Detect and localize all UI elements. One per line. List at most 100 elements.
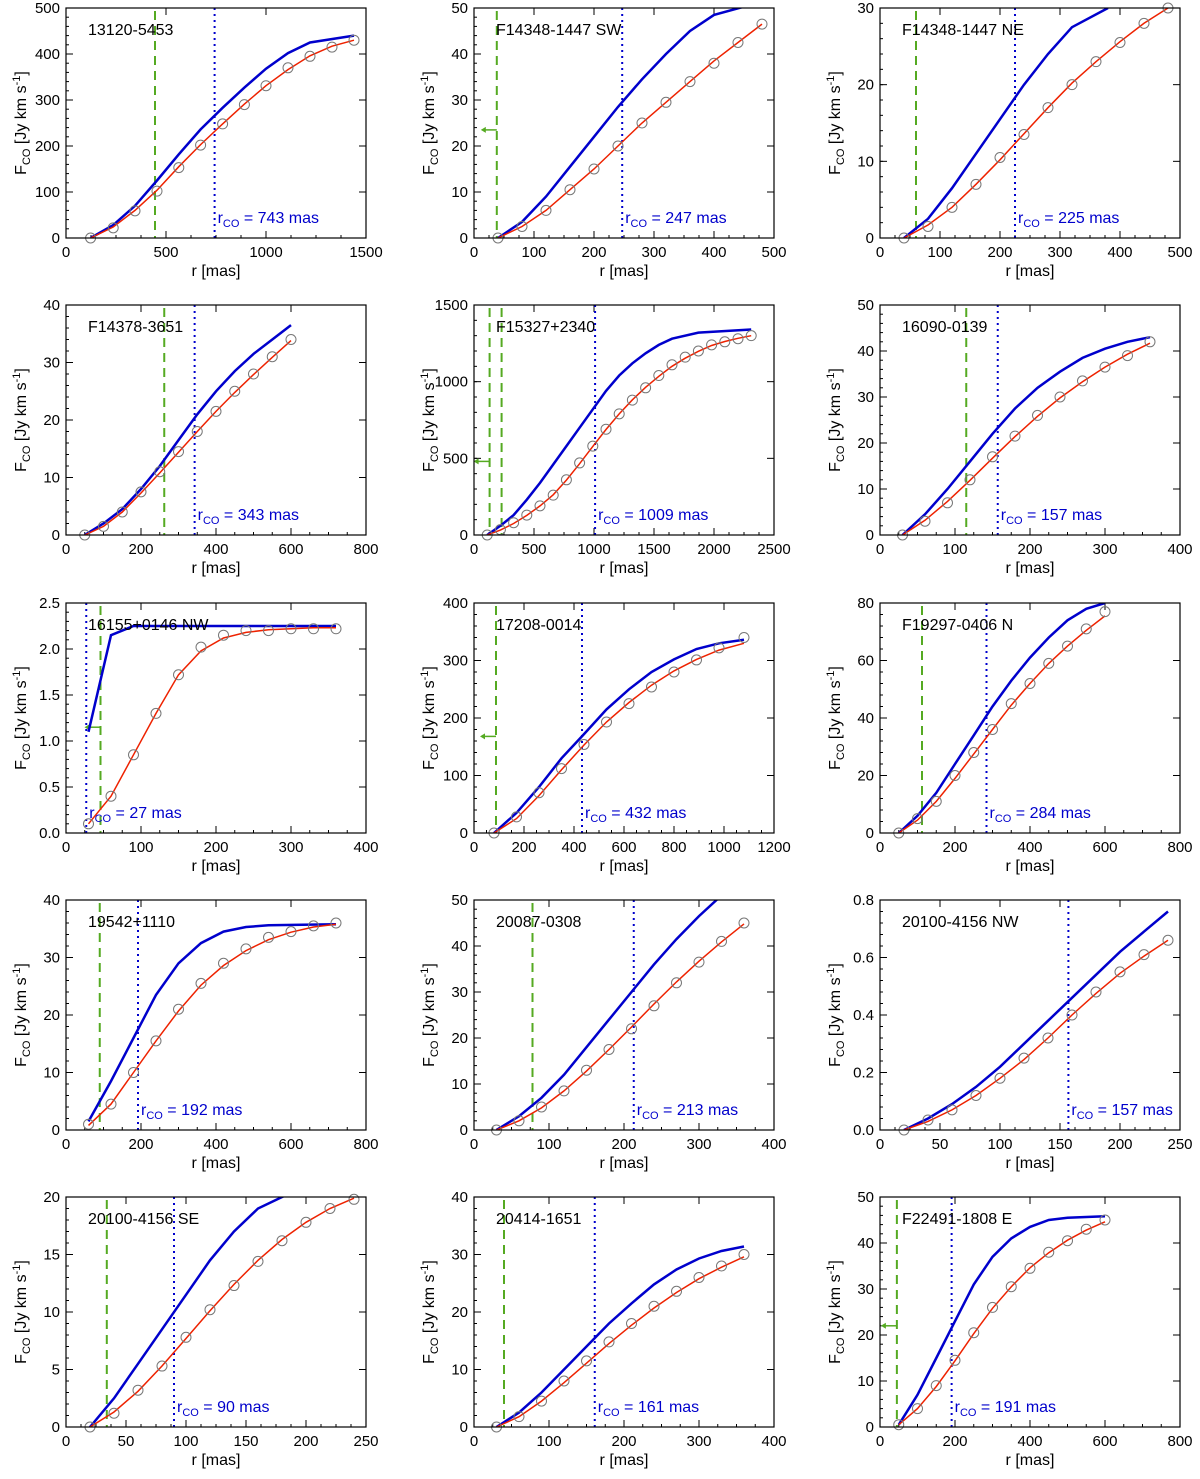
data-point [1042, 1032, 1054, 1044]
y-tick-label: 1500 [435, 297, 468, 314]
x-tick-label: 200 [293, 1433, 318, 1450]
rco-label-r: r [585, 805, 591, 822]
x-tick-label: 100 [942, 541, 967, 558]
rco-label-r: r [990, 805, 996, 822]
x-axis-label: r [mas] [600, 263, 649, 280]
data-point [228, 1280, 240, 1292]
x-tick-label: 0 [62, 1433, 70, 1450]
panel-title: 20100-4156 SE [88, 1211, 199, 1228]
x-tick-label: 100 [987, 1136, 1012, 1153]
y-label-sub: CO [21, 148, 33, 165]
x-tick-label: 400 [1017, 839, 1042, 856]
panel-frame [65, 7, 367, 239]
plot-area [495, 1197, 745, 1427]
panel-title: F22491-1808 E [902, 1211, 1012, 1228]
y-tick-label: 2.5 [39, 595, 60, 612]
rco-label-value: = 161 mas [620, 1399, 700, 1416]
y-label-sup: -1 [419, 1265, 431, 1275]
data-point [648, 1300, 660, 1312]
y-axis-label: FCO [Jy km s-1] [419, 368, 441, 472]
data-point [636, 117, 648, 129]
plot-area [474, 305, 752, 535]
plot-area [903, 8, 1169, 238]
y-axis-label: FCO [Jy km s-1] [419, 1260, 441, 1364]
rco-label-sub: CO [1023, 218, 1040, 230]
panel-frame [879, 602, 1181, 834]
x-tick-label: 0 [470, 541, 478, 558]
data-point [613, 408, 625, 420]
data-point [252, 1255, 264, 1267]
data-point [970, 178, 982, 190]
y-tick-label: 30 [451, 1247, 468, 1264]
x-axis-label: r [mas] [192, 1452, 241, 1469]
x-tick-label: 2000 [697, 541, 730, 558]
rco-label: rCO = 191 mas [955, 1399, 1056, 1419]
y-label-sup: -1 [825, 76, 837, 86]
plot-area [84, 603, 336, 833]
y-tick-label: 30 [451, 984, 468, 1001]
rco-label: rCO = 27 mas [89, 805, 182, 825]
y-tick-label: 50 [451, 0, 468, 17]
x-tick-label: 200 [1017, 541, 1042, 558]
data-point [533, 787, 545, 799]
data-point [1114, 37, 1126, 48]
panel-5: 0 500 1000 1500 2000 2500 0 500 1000 1500 r [mas] F… [419, 297, 791, 577]
data-point [132, 1384, 144, 1396]
data-point [348, 1193, 360, 1205]
y-label-end: ] [421, 1260, 438, 1264]
data-point [716, 935, 727, 947]
data-point [987, 724, 998, 735]
y-tick-label: 30 [857, 389, 874, 406]
y-tick-label: 20 [451, 1030, 468, 1047]
data-point [513, 1115, 525, 1127]
data-point [588, 163, 600, 175]
y-label-sup: -1 [419, 968, 431, 978]
y-tick-label: 30 [857, 1281, 874, 1298]
data-point [324, 1203, 336, 1214]
y-label-sup: -1 [419, 671, 431, 681]
x-tick-label: 400 [203, 541, 228, 558]
y-label-f: F [827, 1057, 844, 1067]
data-point [151, 185, 163, 197]
data-point [1018, 129, 1030, 140]
rco-label-r: r [637, 1102, 643, 1119]
x-tick-label: 200 [611, 1136, 636, 1153]
y-label-sub: CO [429, 148, 441, 165]
x-tick-label: 200 [987, 244, 1012, 261]
y-label-units: [Jy km s [13, 977, 30, 1040]
x-axis-label: r [mas] [1006, 263, 1055, 280]
model-curve [495, 900, 719, 1130]
y-tick-label: 0.8 [853, 892, 874, 909]
panel-frame [473, 602, 775, 834]
data-point [116, 506, 128, 518]
y-tick-label: 1.0 [39, 733, 60, 750]
y-tick-label: 0.0 [39, 825, 60, 842]
y-tick-label: 0 [52, 230, 60, 247]
data-point [266, 351, 278, 363]
y-label-end: ] [13, 368, 30, 372]
y-label-sub: CO [835, 445, 847, 462]
data-point [756, 18, 768, 30]
rco-label-sub: CO [642, 1110, 659, 1122]
model-curve [897, 603, 1106, 833]
y-tick-label: 0 [460, 527, 468, 544]
data-point [640, 382, 652, 394]
data-point [1080, 1223, 1092, 1235]
panel-title: 20087-0308 [496, 914, 582, 931]
data-point [987, 451, 998, 463]
rco-label-r: r [1001, 507, 1007, 524]
data-point [660, 96, 672, 108]
data-point [922, 221, 934, 232]
x-tick-label: 0 [62, 541, 70, 558]
y-tick-label: 1.5 [39, 687, 60, 704]
rco-label: rCO = 192 mas [141, 1102, 242, 1122]
data-point [574, 457, 586, 469]
data-point [946, 1104, 958, 1116]
y-tick-label: 20 [43, 1189, 60, 1206]
data-point [738, 917, 750, 929]
data-point [107, 222, 119, 234]
y-label-f: F [421, 1057, 438, 1067]
y-label-end: ] [827, 368, 844, 372]
